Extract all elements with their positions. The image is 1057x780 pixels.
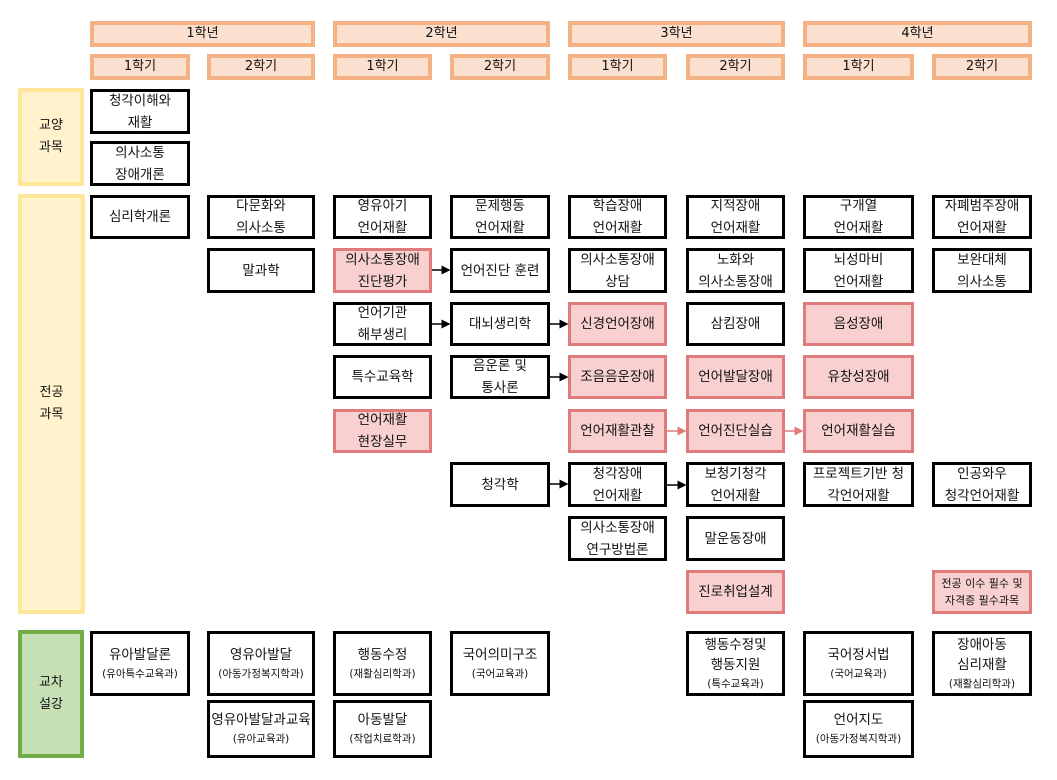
course-box: 언어진단 훈련 — [450, 248, 550, 293]
cross-course-name: 행동수정 — [357, 646, 408, 663]
course-box: 구개열 언어재활 — [803, 195, 914, 239]
cross-course-box: 영유아발달과교육 (유아교육과) — [207, 700, 315, 758]
semester-header: 1학기 — [333, 54, 432, 80]
course-box: 프로젝트기반 청 각언어재활 — [803, 462, 914, 507]
course-box: 학습장애 언어재활 — [568, 195, 667, 239]
course-box: 심리학개론 — [90, 195, 190, 239]
required-course-box: 조음음운장애 — [568, 355, 667, 399]
course-box: 청각장애 언어재활 — [568, 462, 667, 507]
required-course-box: 진로취업설계 — [686, 570, 785, 614]
course-box: 인공와우 청각언어재활 — [932, 462, 1032, 507]
course-box: 말운동장애 — [686, 516, 785, 561]
cross-course-box: 국어정서법 (국어교육과) — [803, 631, 914, 696]
cross-course-name: 영유아발달 — [229, 646, 293, 663]
required-course-box: 언어발달장애 — [686, 355, 785, 399]
semester-header: 2학기 — [932, 54, 1032, 80]
course-box: 언어기관 해부생리 — [333, 302, 432, 346]
cross-course-dept: (특수교육과) — [707, 677, 764, 690]
course-box: 다문화와 의사소통 — [207, 195, 315, 239]
semester-header: 1학기 — [568, 54, 667, 80]
course-box: 뇌성마비 언어재활 — [803, 248, 914, 293]
required-course-box: 언어재활 현장실무 — [333, 409, 432, 453]
cross-course-dept: (국어교육과) — [471, 667, 529, 680]
course-box: 음운론 및 통사론 — [450, 355, 550, 399]
cross-course-name: 국어정서법 — [827, 646, 890, 663]
cross-course-dept: (국어교육과) — [830, 667, 887, 680]
semester-header: 1학기 — [803, 54, 914, 80]
course-box: 의사소통장애 상담 — [568, 248, 667, 293]
cross-course-dept: (아동가정복지학과) — [815, 733, 902, 745]
cross-course-box: 아동발달 (작업치료학과) — [333, 700, 432, 758]
year-header-1: 1학년 — [90, 21, 315, 47]
required-course-box: 언어재활관찰 — [568, 409, 667, 453]
cross-course-dept: (작업치료학과) — [349, 733, 416, 745]
cross-course-box: 행동수정및 행동지원 (특수교육과) — [686, 631, 785, 696]
course-box: 문제행동 언어재활 — [450, 195, 550, 239]
semester-header: 1학기 — [90, 54, 190, 80]
cross-course-box: 행동수정 (재활심리학과) — [333, 631, 432, 696]
required-course-box: 언어재활실습 — [803, 409, 914, 453]
cross-course-box: 국어의미구조 (국어교육과) — [450, 631, 550, 696]
cross-course-dept: (유아특수교육과) — [102, 667, 178, 680]
course-box: 의사소통 장애개론 — [90, 141, 190, 186]
cross-course-dept: (재활심리학과) — [349, 667, 416, 680]
course-box: 보청기청각 언어재활 — [686, 462, 785, 507]
cross-course-box: 언어지도 (아동가정복지학과) — [803, 700, 914, 758]
cross-course-name: 국어의미구조 — [462, 646, 538, 663]
semester-header: 2학기 — [686, 54, 785, 80]
year-header-3: 3학년 — [568, 21, 785, 47]
course-box: 청각학 — [450, 462, 550, 507]
cross-course-name: 유아발달론 — [108, 646, 172, 663]
cross-course-dept: (유아교육과) — [232, 733, 290, 745]
category-major: 전공 과목 — [18, 194, 85, 614]
course-box: 말과학 — [207, 248, 315, 293]
required-course-box: 음성장애 — [803, 302, 914, 346]
cross-course-name: 영유아발달과교육 — [211, 712, 311, 728]
cross-course-name: 아동발달 — [357, 712, 408, 728]
category-liberal: 교양 과목 — [18, 88, 84, 186]
cross-course-name: 언어지도 — [833, 712, 884, 728]
course-box: 영유아기 언어재활 — [333, 195, 432, 239]
category-cross: 교차 설강 — [18, 630, 84, 758]
semester-header: 2학기 — [207, 54, 315, 80]
cross-course-box: 유아발달론 (유아특수교육과) — [90, 631, 190, 696]
course-box: 대뇌생리학 — [450, 302, 550, 346]
course-box: 특수교육학 — [333, 355, 432, 399]
course-box: 보완대체 의사소통 — [932, 248, 1032, 293]
course-box: 청각이해와 재활 — [90, 89, 190, 134]
cross-course-name: 장애아동 심리재활 — [957, 636, 1007, 673]
required-course-box: 유창성장애 — [803, 355, 914, 399]
cross-course-dept: (재활심리학과) — [948, 677, 1016, 690]
cross-course-box: 영유아발달 (아동가정복지학과) — [207, 631, 315, 696]
course-box: 삼킴장애 — [686, 302, 785, 346]
year-header-2: 2학년 — [333, 21, 550, 47]
required-course-box: 언어진단실습 — [686, 409, 785, 453]
required-course-box: 의사소통장애 진단평가 — [333, 248, 432, 293]
semester-header: 2학기 — [450, 54, 550, 80]
required-course-box: 신경언어장애 — [568, 302, 667, 346]
course-box: 자폐범주장애 언어재활 — [932, 195, 1032, 239]
legend-required: 전공 이수 필수 및 자격증 필수과목 — [932, 570, 1032, 614]
cross-course-name: 행동수정및 행동지원 — [704, 636, 767, 673]
course-box: 의사소통장애 연구방법론 — [568, 516, 667, 561]
course-box: 노화와 의사소통장애 — [686, 248, 785, 293]
cross-course-box: 장애아동 심리재활 (재활심리학과) — [932, 631, 1032, 696]
course-box: 지적장애 언어재활 — [686, 195, 785, 239]
cross-course-dept: (아동가정복지학과) — [218, 667, 304, 680]
year-header-4: 4학년 — [803, 21, 1032, 47]
